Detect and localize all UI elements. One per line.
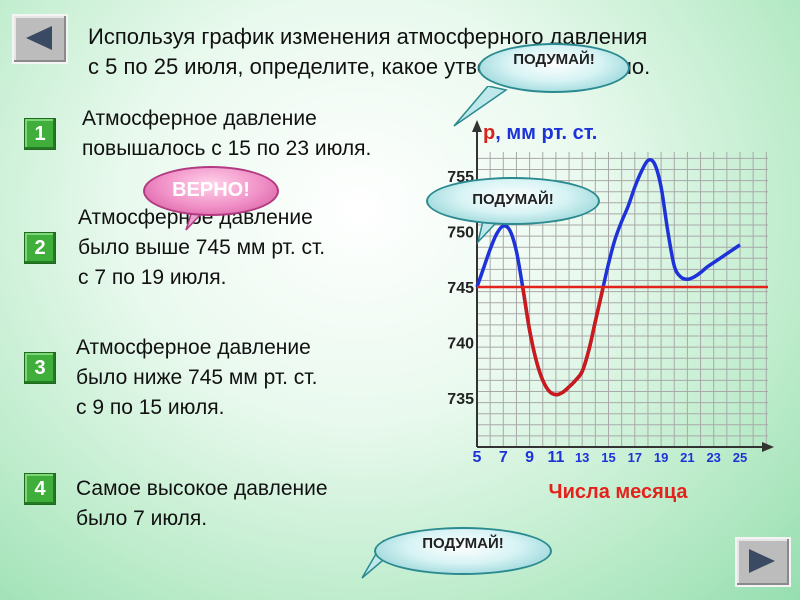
y-axis-label: p, мм рт. ст. <box>483 122 597 144</box>
y-tick-label: 750 <box>447 225 474 242</box>
x-tick-label: 17 <box>628 450 642 465</box>
y-tick-label: 735 <box>447 391 474 408</box>
x-tick-label: 25 <box>733 450 747 465</box>
option-line: Атмосферное давление <box>76 336 311 359</box>
option-3-text[interactable]: Атмосферное давление было ниже 745 мм рт… <box>76 333 317 423</box>
left-arrow-icon <box>26 26 52 50</box>
x-tick-label: 23 <box>706 450 720 465</box>
option-4-text[interactable]: Самое высокое давление было 7 июля. <box>76 474 328 534</box>
x-tick-label: 9 <box>525 449 534 466</box>
y-axis-arrow <box>472 120 482 132</box>
option-line: Атмосферное давление <box>82 107 317 130</box>
x-tick-label: 19 <box>654 450 668 465</box>
option-line: Самое высокое давление <box>76 477 328 500</box>
y-tick-label: 740 <box>447 336 474 353</box>
option-3-number[interactable]: 3 <box>24 352 56 384</box>
y-axis-symbol: p <box>483 122 495 144</box>
x-tick-label: 13 <box>575 450 589 465</box>
option-4-number[interactable]: 4 <box>24 473 56 505</box>
bubble-tail <box>453 86 508 127</box>
x-tick-label: 21 <box>680 450 694 465</box>
pressure-series-line <box>475 158 741 397</box>
x-axis-arrow <box>762 442 774 452</box>
think-bubble-mid[interactable]: ПОДУМАЙ! <box>426 177 600 225</box>
right-arrow-icon <box>749 549 775 573</box>
option-1-text[interactable]: Атмосферное давление повышалось с 15 по … <box>82 104 371 164</box>
y-axis-unit: , мм рт. ст. <box>495 122 597 144</box>
x-axis-label: Числа месяца <box>549 481 689 503</box>
option-1-number[interactable]: 1 <box>24 118 56 150</box>
think-bubble-top[interactable]: ПОДУМАЙ! <box>478 43 630 93</box>
option-line: с 9 по 15 июля. <box>76 396 225 419</box>
option-2-number[interactable]: 2 <box>24 232 56 264</box>
back-button[interactable] <box>12 14 68 64</box>
forward-button[interactable] <box>735 537 791 587</box>
think-bubble-bottom[interactable]: ПОДУМАЙ! <box>374 527 552 575</box>
option-line: было ниже 745 мм рт. ст. <box>76 366 318 389</box>
x-tick-label: 11 <box>547 449 564 466</box>
option-line: было 7 июля. <box>76 507 208 530</box>
y-tick-label: 745 <box>447 280 474 297</box>
x-tick-label: 5 <box>473 449 482 466</box>
option-line: с 7 по 19 июля. <box>78 266 227 289</box>
x-tick-label: 7 <box>499 449 508 466</box>
option-line: повышалось с 15 по 23 июля. <box>82 137 372 160</box>
correct-bubble[interactable]: ВЕРНО! <box>143 166 279 216</box>
option-line: было выше 745 мм рт. ст. <box>78 236 326 259</box>
x-tick-label: 15 <box>601 450 615 465</box>
